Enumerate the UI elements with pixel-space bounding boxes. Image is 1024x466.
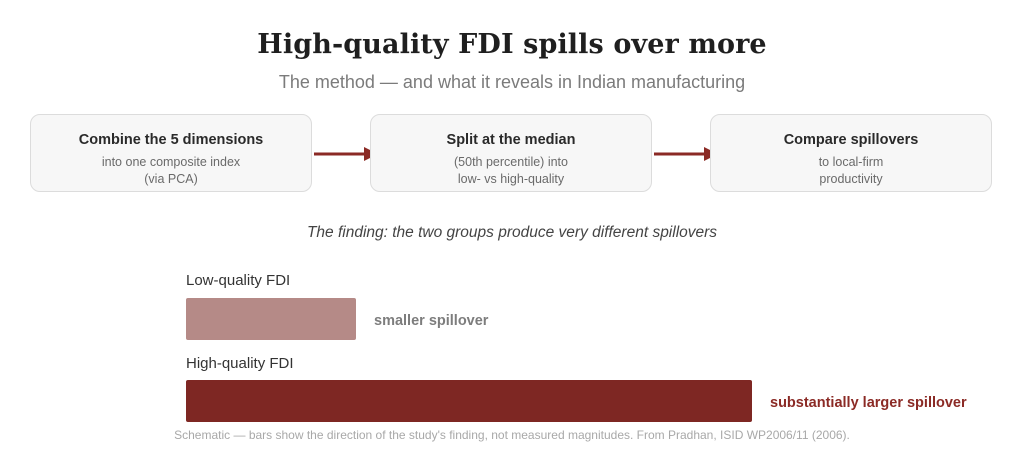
source-footnote: Schematic — bars show the direction of t… [174,428,850,442]
low-quality-bar [186,298,356,340]
step-compare-box: Compare spillovers to local-firm product… [710,114,992,192]
finding-caption: The finding: the two groups produce very… [306,224,718,241]
step-combine-box: Combine the 5 dimensions into one compos… [30,114,312,192]
step-split-box: Split at the median (50th percentile) in… [370,114,652,192]
page-title: High-quality FDI spills over more [257,29,767,60]
step-description: to local-firm productivity [818,155,884,186]
step-description: (50th percentile) into low- vs high-qual… [454,155,568,186]
step-title: Compare spillovers [783,132,919,148]
page-subtitle: The method — and what it reveals in Indi… [278,72,746,92]
low-quality-note: smaller spillover [374,313,489,329]
step-title: Split at the median [446,132,576,148]
high-quality-note: substantially larger spillover [770,395,967,411]
step-description: into one composite index (via PCA) [101,155,241,186]
low-quality-label: Low-quality FDI [186,272,291,289]
high-quality-label: High-quality FDI [186,355,294,372]
high-quality-bar [186,380,752,422]
step-title: Combine the 5 dimensions [78,132,264,148]
